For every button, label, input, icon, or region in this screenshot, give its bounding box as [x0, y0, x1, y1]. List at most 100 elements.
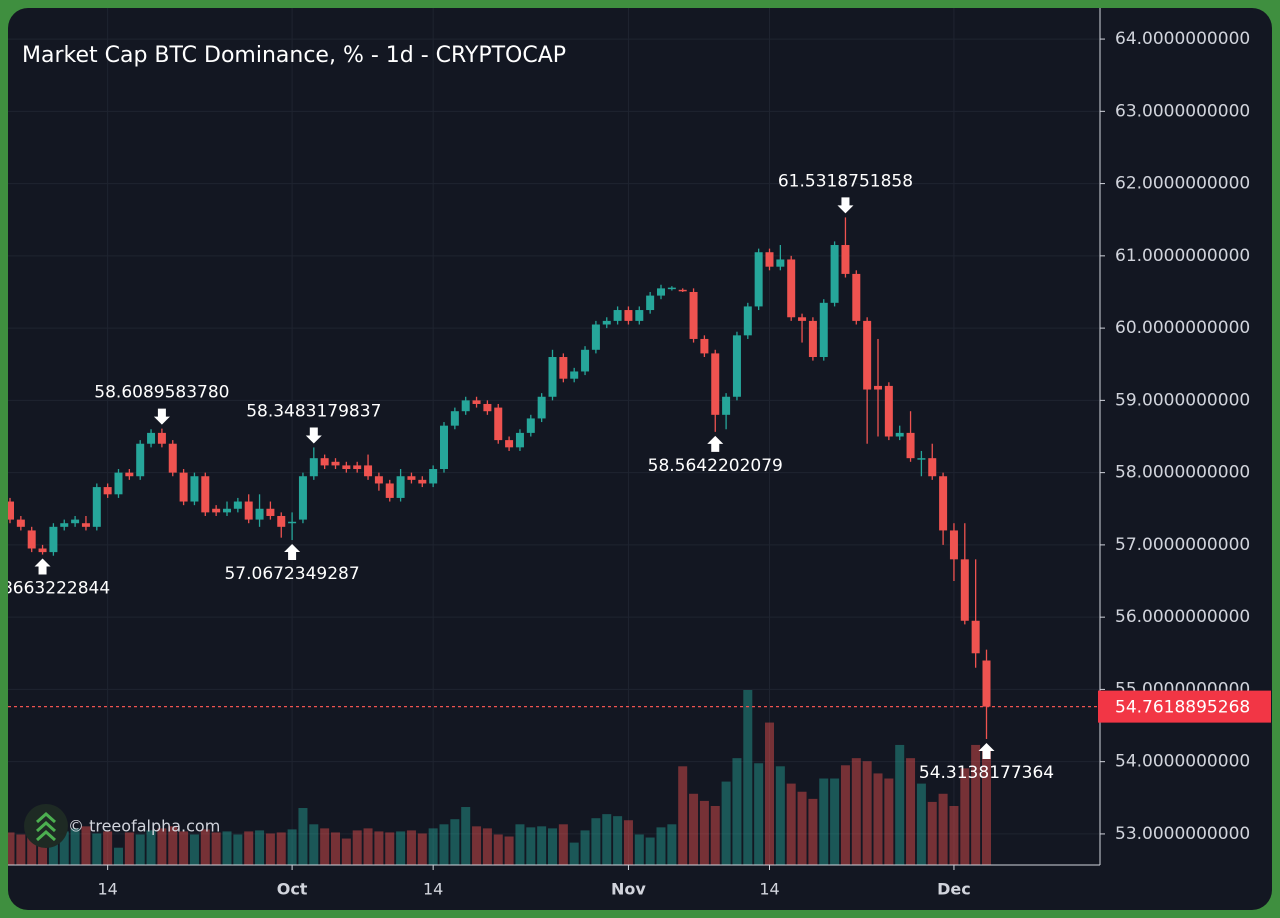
candle-body [711, 353, 720, 415]
candle-body [364, 465, 373, 477]
volume-bar [938, 793, 948, 865]
annotation-arrow [284, 544, 301, 561]
candle-body [548, 357, 557, 397]
candle-body [581, 349, 590, 372]
volume-bar [200, 829, 210, 865]
high-label: 58.3483179837 [246, 401, 381, 421]
volume-bar [591, 818, 601, 865]
volume-bar [927, 801, 937, 865]
watermark: © treeofalpha.com [24, 804, 220, 848]
panel [8, 8, 1272, 910]
candle-body [461, 400, 470, 412]
volume-bar [721, 781, 731, 865]
candle-body [233, 501, 242, 509]
y-tick-label: 54.0000000000 [1115, 752, 1250, 772]
candle-body [830, 245, 839, 303]
volume-bar [558, 824, 568, 865]
candle-body [407, 476, 416, 480]
volume-bar [48, 834, 58, 865]
candle-body [49, 526, 58, 553]
y-tick-label: 60.0000000000 [1115, 318, 1250, 338]
candle-body [450, 411, 459, 426]
watermark-icon [36, 811, 56, 842]
volume-bar [341, 838, 351, 865]
y-tick-label: 64.0000000000 [1115, 29, 1250, 49]
candle-body [212, 508, 221, 513]
candle-body [201, 476, 210, 513]
candle-body [396, 476, 405, 498]
volume-bar [265, 833, 275, 865]
volume-bar [580, 830, 590, 865]
x-tick-label: 14 [97, 880, 117, 899]
volume-bar [352, 830, 362, 865]
volume-bar [157, 828, 167, 865]
y-tick-label: 61.0000000000 [1115, 246, 1250, 266]
volume-bar [38, 836, 48, 865]
candle-body [841, 245, 850, 274]
y-tick-label: 53.0000000000 [1115, 824, 1250, 844]
candle-body [157, 432, 166, 444]
candle-body [646, 295, 655, 311]
volume-bar [146, 830, 156, 865]
candle-body [81, 523, 90, 527]
volume-bar [526, 827, 536, 865]
candle-body [808, 320, 817, 358]
candle-body [754, 252, 763, 307]
volume-bar [775, 766, 785, 865]
x-tick-label: Nov [611, 880, 646, 899]
candle-body [60, 523, 69, 527]
low-label: 56.8663222844 [0, 579, 110, 599]
candle-body [798, 317, 807, 321]
volume-bar [428, 828, 438, 865]
candle-body [136, 443, 145, 477]
candle-body [418, 479, 427, 484]
low-label: 54.3138177364 [919, 763, 1054, 783]
volume-bar [276, 832, 286, 865]
volume-bar [743, 690, 753, 865]
volume-bar [92, 833, 102, 865]
candle-body [16, 519, 25, 527]
candle-body [298, 476, 307, 520]
candle-body [776, 259, 785, 267]
volume-bar [613, 816, 623, 865]
volume-bar [916, 783, 926, 865]
annotation-arrow [305, 427, 322, 444]
y-tick-label: 59.0000000000 [1115, 390, 1250, 410]
candle-body [906, 432, 915, 459]
volume-bar [960, 768, 970, 865]
volume-bar [255, 830, 265, 865]
candle-body [440, 425, 448, 470]
candle-body [602, 320, 611, 325]
volume-bar [211, 832, 221, 865]
candle-body [320, 458, 329, 466]
candle-body [700, 338, 709, 354]
candle-body [537, 396, 546, 419]
candle-body [331, 461, 340, 466]
candle-body [939, 476, 948, 531]
plot-area: 58.6089583780 58.3483179837 61.5318751858 5… [0, 8, 1100, 865]
volume-bar [363, 828, 373, 865]
chart-title: Market Cap BTC Dominance, % - 1d - CRYPT… [22, 43, 566, 68]
volume-bar [472, 826, 482, 865]
candle-body [27, 530, 36, 549]
candle-body [8, 501, 14, 520]
candle-body [678, 289, 687, 292]
candle-body [624, 310, 633, 321]
volume-bar [320, 828, 330, 865]
volume-bar [765, 722, 774, 865]
volume-bar [602, 814, 612, 865]
volume-bar [135, 834, 145, 865]
x-tick-label: 14 [423, 880, 443, 899]
candle-body [92, 487, 101, 527]
volume-bar [819, 778, 829, 865]
volume-bar [699, 800, 709, 865]
volume-bar [16, 834, 26, 865]
volume-bar [906, 758, 916, 865]
candle-body [526, 418, 535, 433]
candle-body [190, 476, 199, 502]
last-price-label: 54.7618895268 [1115, 698, 1250, 718]
candle-body [255, 508, 264, 520]
volume-bar [971, 744, 981, 865]
volume-bar [895, 744, 905, 865]
